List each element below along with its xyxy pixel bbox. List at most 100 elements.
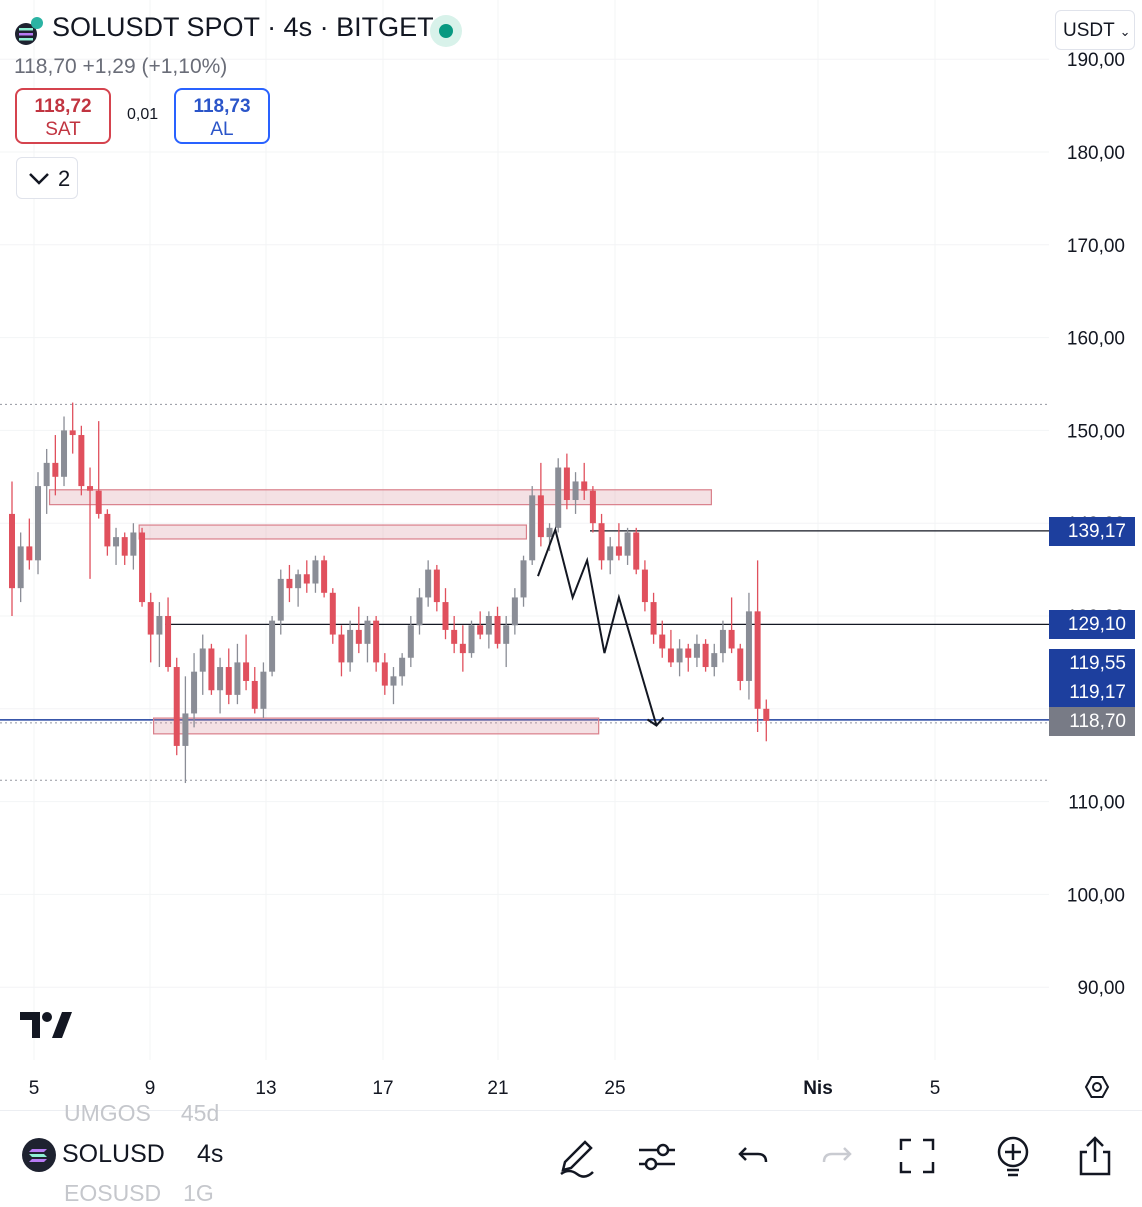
spread-value: 0,01 xyxy=(127,106,159,123)
solana-icon xyxy=(22,1138,56,1172)
price-tag: 118,70 xyxy=(1049,707,1135,736)
candle-body xyxy=(485,616,492,635)
buy-label: AL xyxy=(210,119,234,140)
symbol-title[interactable]: SOLUSDT SPOT · 4s · BITGET xyxy=(52,12,434,42)
candle-body xyxy=(711,653,718,668)
candle-body xyxy=(451,629,458,644)
candle-body xyxy=(329,592,336,635)
candle-body xyxy=(130,532,137,556)
candle-body xyxy=(494,616,501,644)
candle-body xyxy=(95,490,102,514)
price-summary: 118,70 +1,29 (+1,10%) xyxy=(14,55,227,79)
zone-rectangle xyxy=(153,717,600,735)
sell-button[interactable]: 118,72 SAT xyxy=(15,88,111,144)
candle-body xyxy=(459,643,466,654)
candle-body xyxy=(199,648,206,672)
chart-zones xyxy=(48,489,712,735)
price-tick-label: 110,00 xyxy=(1068,793,1125,814)
undo-icon[interactable] xyxy=(732,1134,776,1178)
drawing-tools-icon[interactable] xyxy=(555,1134,599,1178)
candle-body xyxy=(165,616,172,668)
candle-body xyxy=(433,569,440,603)
candle-body xyxy=(641,569,648,603)
buy-button[interactable]: 118,73 AL xyxy=(174,88,270,144)
candle-body xyxy=(598,523,605,561)
price-tick-label: 100,00 xyxy=(1067,885,1125,906)
candle-body xyxy=(607,546,614,561)
chart-candles xyxy=(9,402,770,784)
candle-body xyxy=(763,708,770,721)
redo-icon[interactable] xyxy=(814,1134,858,1178)
candle-body xyxy=(156,616,163,635)
candle-body xyxy=(69,430,76,436)
candle-body xyxy=(364,620,371,644)
candle-body xyxy=(425,569,432,598)
candle-body xyxy=(338,634,345,663)
next-symbol-ghost: EOSUSD 1G xyxy=(64,1180,214,1206)
time-tick-label: Nis xyxy=(803,1078,833,1099)
candle-body xyxy=(373,620,380,663)
candle-body xyxy=(9,513,15,589)
price-tag: 139,17 xyxy=(1049,517,1135,546)
candle-body xyxy=(659,634,666,649)
candle-body xyxy=(511,597,518,626)
candle-body xyxy=(676,648,683,663)
candle-body xyxy=(277,578,284,621)
candle-body xyxy=(520,560,527,598)
time-tick-label: 25 xyxy=(604,1078,625,1099)
projection-path xyxy=(537,526,658,726)
candle-body xyxy=(407,625,414,658)
axis-settings-icon[interactable] xyxy=(1084,1076,1110,1098)
price-chart[interactable]: 90,00100,00110,00120,00130,00140,00150,0… xyxy=(0,0,1142,1110)
prev-symbol-ghost: UMGOS 45d xyxy=(64,1100,220,1126)
price-change-pct: (+1,10%) xyxy=(141,55,228,78)
share-icon[interactable] xyxy=(1073,1134,1117,1178)
candle-body xyxy=(693,643,700,658)
last-price: 118,70 xyxy=(14,55,77,78)
candle-body xyxy=(347,629,354,663)
candle-body xyxy=(702,643,709,668)
candle-body xyxy=(139,532,146,603)
symbol-selector[interactable]: SOLUSD xyxy=(62,1140,165,1168)
price-tag: 119,17 xyxy=(1049,678,1135,707)
time-tick-label: 5 xyxy=(930,1078,941,1099)
indicators-settings-icon[interactable] xyxy=(635,1134,679,1178)
candle-body xyxy=(234,662,241,695)
market-open-indicator xyxy=(430,15,462,47)
candle-body xyxy=(355,629,362,644)
candle-body xyxy=(728,629,735,649)
candle-body xyxy=(113,537,120,547)
candle-body xyxy=(667,648,674,663)
price-tick-label: 180,00 xyxy=(1067,143,1125,164)
candle-body xyxy=(26,546,33,561)
candle-body xyxy=(78,435,85,487)
indicators-collapse-button[interactable]: 2 xyxy=(16,157,78,199)
candle-body xyxy=(589,490,596,524)
candle-body xyxy=(381,662,388,686)
candle-body xyxy=(225,667,232,695)
candle-body xyxy=(624,532,631,556)
candle-body xyxy=(269,620,276,672)
price-axis: 90,00100,00110,00120,00130,00140,00150,0… xyxy=(1067,50,1125,999)
currency-dropdown[interactable]: USDT ⌄ xyxy=(1055,10,1135,50)
candle-body xyxy=(572,481,579,500)
candle-body xyxy=(104,513,111,547)
candle-body xyxy=(243,662,250,681)
candle-body xyxy=(87,486,94,491)
zone-rectangle xyxy=(48,489,712,506)
candle-body xyxy=(295,574,302,589)
candle-body xyxy=(503,625,510,644)
candle-body xyxy=(468,625,475,654)
timeframe-selector[interactable]: 4s xyxy=(197,1140,224,1168)
candle-body xyxy=(546,527,553,538)
time-tick-label: 13 xyxy=(255,1078,276,1099)
candle-body xyxy=(52,462,59,477)
price-tick-label: 170,00 xyxy=(1067,236,1125,257)
add-alert-icon[interactable] xyxy=(991,1134,1035,1178)
candle-body xyxy=(312,560,319,584)
indicator-count: 2 xyxy=(58,166,71,191)
price-tag: 129,10 xyxy=(1049,610,1135,639)
fullscreen-icon[interactable] xyxy=(895,1134,939,1178)
zone-rectangle xyxy=(138,524,528,540)
candle-body xyxy=(303,574,310,584)
